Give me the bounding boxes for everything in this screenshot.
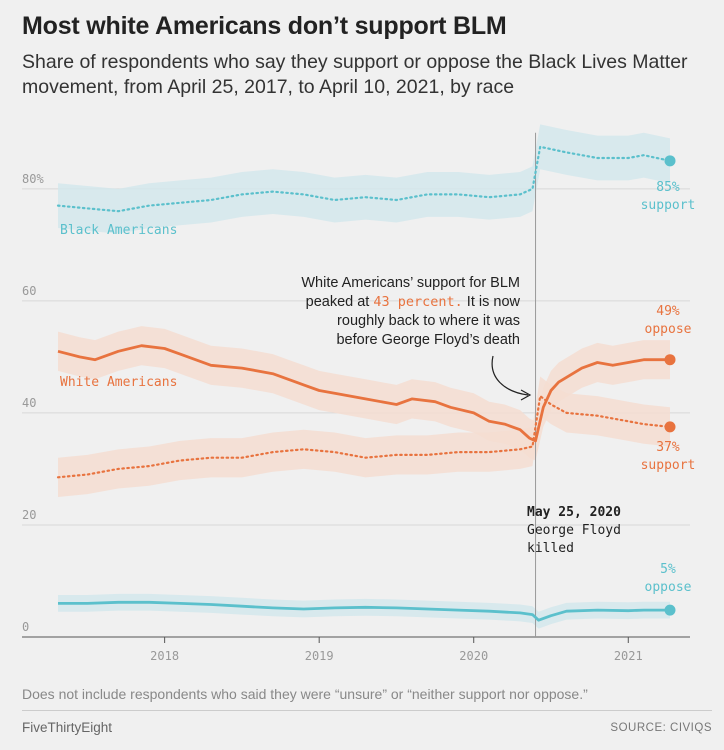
band-1 [58, 326, 670, 461]
x-axis-ticks: 2018 2019 2020 2021 [150, 649, 643, 663]
label-white-americans: White Americans [60, 375, 177, 390]
callout-line-3: roughly back to where it was [337, 313, 520, 329]
callout-highlight: 43 percent. [373, 294, 462, 310]
footer-divider [22, 710, 712, 711]
callout-arrow [491, 355, 529, 396]
callout-line-4: before George Floyd’s death [336, 332, 520, 348]
series-line-1 [57, 344, 670, 443]
event-line-2: killed [527, 541, 574, 556]
end-value-white-oppose: 49% [656, 304, 680, 319]
end-label-white-support: support [641, 458, 696, 473]
series-line-2 [56, 395, 672, 479]
label-black-americans: Black Americans [60, 223, 177, 238]
callout-annotation: White Americans’ support for BLM peaked … [301, 275, 520, 348]
x-tick-label-2020: 2020 [459, 649, 488, 663]
series-endpoint-2 [664, 421, 676, 433]
event-date: May 25, 2020 [527, 505, 621, 520]
end-label-black-support: support [641, 198, 696, 213]
confidence-bands [58, 124, 670, 629]
callout-arrowhead [520, 389, 532, 401]
band-0 [58, 124, 670, 234]
series-endpoint-0 [664, 155, 676, 167]
callout-line-1: White Americans’ support for BLM [301, 275, 520, 291]
x-tick-label-2019: 2019 [305, 649, 334, 663]
end-value-black-support: 85% [656, 180, 680, 195]
series-line-3 [58, 600, 670, 622]
y-tick-label-0: 0 [22, 620, 29, 634]
brand-label: FiveThirtyEight [22, 720, 113, 735]
y-tick-label-40: 40 [22, 396, 36, 410]
x-tick-label-2018: 2018 [150, 649, 179, 663]
y-axis-ticks: 0 20 40 60 80% [22, 172, 44, 634]
series-endpoints [664, 155, 676, 616]
band-3 [58, 593, 670, 629]
x-tick-label-2021: 2021 [614, 649, 643, 663]
y-tick-label-20: 20 [22, 508, 36, 522]
source-label: SOURCE: CIVIQS [610, 722, 712, 734]
footnote: Does not include respondents who said th… [22, 686, 588, 702]
series-line-0 [56, 145, 672, 213]
end-value-black-oppose: 5% [660, 562, 676, 577]
callout-line-2: peaked at 43 percent. It is now [306, 294, 521, 310]
end-label-black-oppose: oppose [645, 580, 692, 595]
chart-title: Most white Americans don’t support BLM [22, 12, 507, 40]
chart-subtitle: Share of respondents who say they suppor… [22, 51, 688, 98]
series-lines [56, 145, 672, 622]
event-line-1: George Floyd [527, 523, 621, 538]
end-label-white-oppose: oppose [645, 322, 692, 337]
y-tick-label-60: 60 [22, 284, 36, 298]
series-endpoint-1 [664, 354, 676, 366]
band-2 [58, 376, 670, 497]
end-value-white-support: 37% [656, 440, 680, 455]
y-tick-label-80: 80% [22, 172, 44, 186]
series-endpoint-3 [664, 604, 676, 616]
